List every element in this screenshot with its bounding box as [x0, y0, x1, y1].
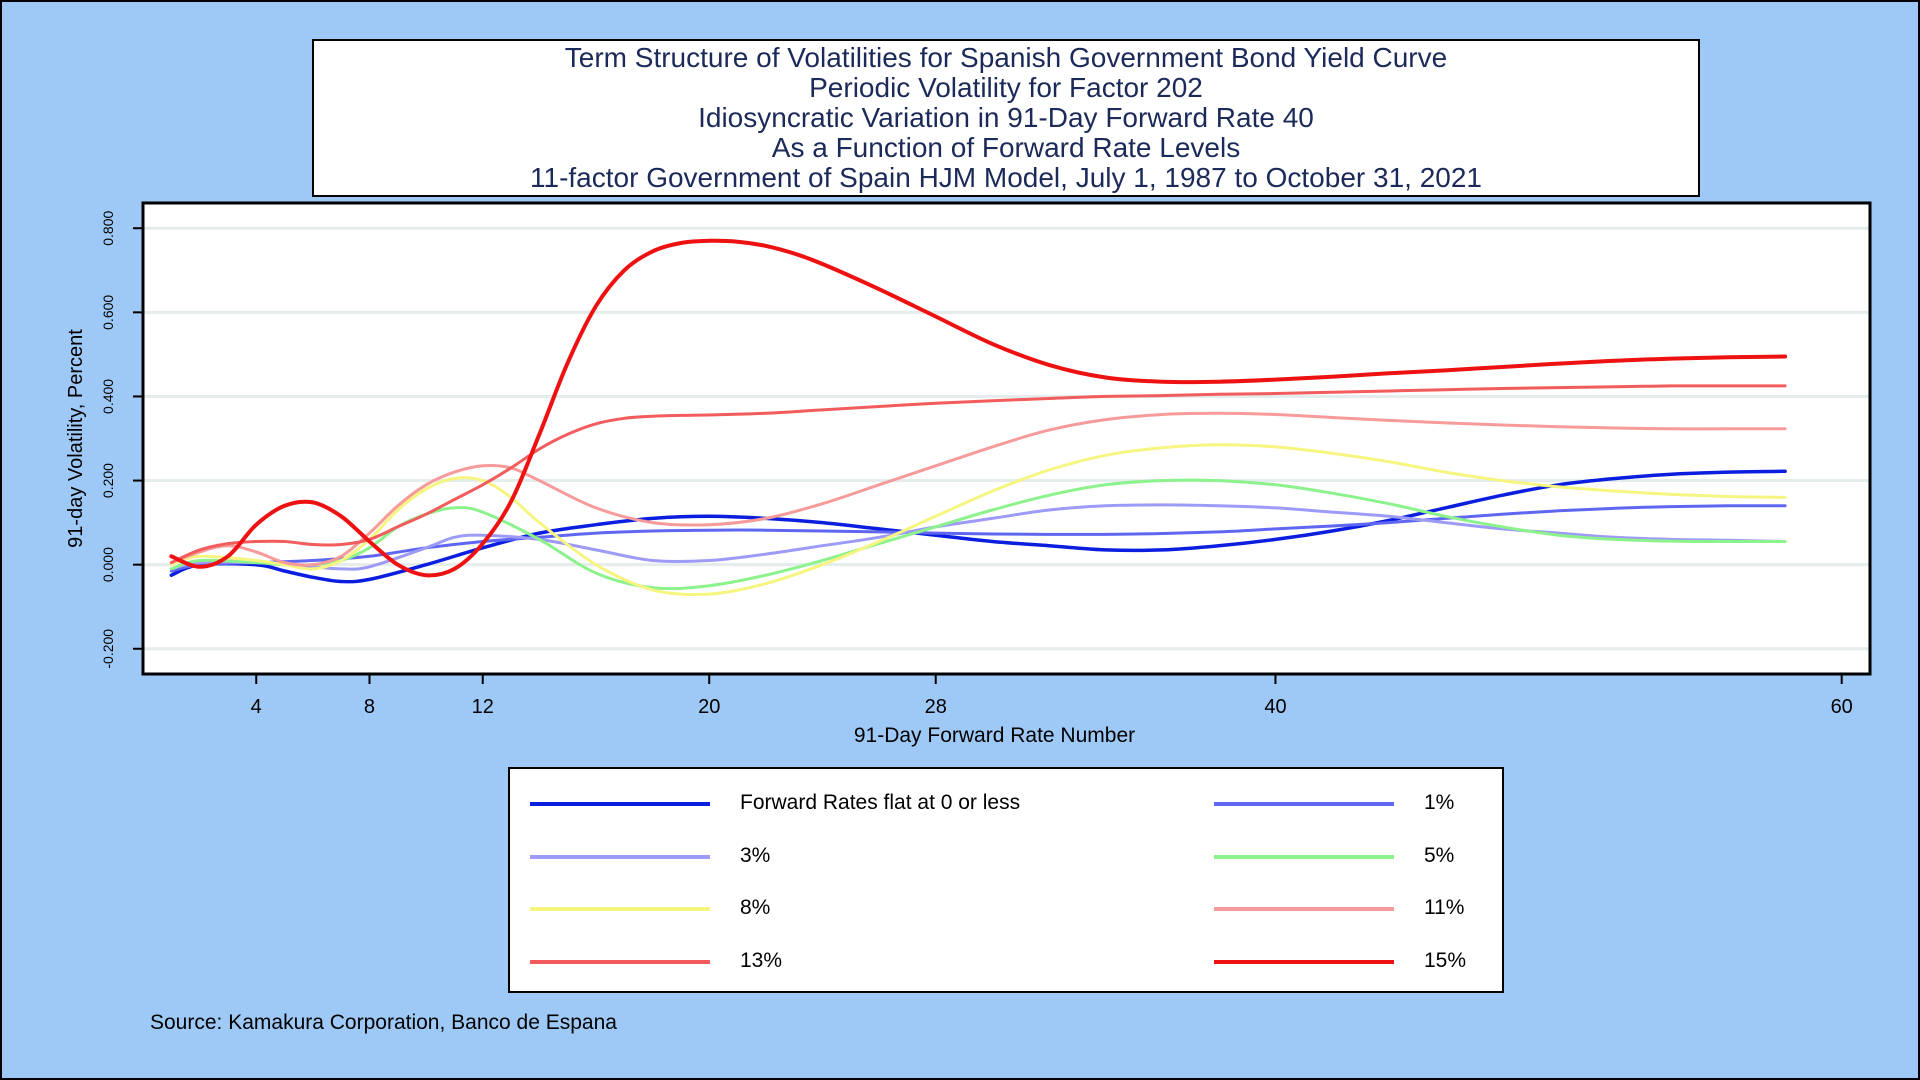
- series-line-4: [169, 443, 1787, 597]
- legend-label-3: 5%: [1424, 843, 1455, 867]
- series-line-3: [169, 478, 1787, 591]
- source-note: Source: Kamakura Corporation, Banco de E…: [150, 1011, 617, 1034]
- legend-swatch-1: [1214, 802, 1394, 806]
- x-tick-label-0: 4: [251, 696, 262, 718]
- legend-label-2: 3%: [740, 843, 771, 867]
- x-tick-label-2: 12: [472, 696, 494, 718]
- x-tick-label-5: 40: [1264, 696, 1286, 718]
- plot-border: [141, 201, 1872, 676]
- series-line-2: [169, 503, 1787, 571]
- legend-label-4: 8%: [740, 896, 771, 919]
- axes: 4 8 12 20 28 40 60 -0.200 0.000 0.200 0.400 0.600 0.…: [100, 211, 1853, 718]
- legend-swatch-4: [530, 907, 710, 911]
- chart-title-box: Term Structure of Volatilities for Spani…: [312, 39, 1700, 197]
- series-line-7: [169, 238, 1788, 578]
- legend-label-6: 13%: [740, 948, 783, 972]
- y-tick-label-0: -0.200: [100, 629, 116, 669]
- title-line-5: 11-factor Government of Spain HJM Model,…: [530, 162, 1482, 193]
- legend: Forward Rates flat at 0 or less 1% 3% 5% 8% 1…: [508, 767, 1504, 993]
- title-line-3: Idiosyncratic Variation in 91-Day Forwar…: [698, 102, 1314, 133]
- legend-swatch-2: [530, 854, 710, 859]
- x-tick-label-1: 8: [364, 696, 375, 718]
- y-axis-title: 91-day Volatility, Percent: [65, 329, 87, 548]
- legend-swatch-3: [1214, 854, 1394, 859]
- series-lines: [169, 238, 1788, 597]
- legend-label-0: Forward Rates flat at 0 or less: [740, 791, 1021, 814]
- series-line-5: [169, 411, 1787, 567]
- legend-label-5: 11%: [1424, 896, 1465, 919]
- y-tick-label-1: 0.000: [100, 547, 116, 582]
- series-line-6: [169, 384, 1787, 565]
- x-tick-label-3: 20: [698, 696, 720, 718]
- legend-label-1: 1%: [1424, 791, 1455, 814]
- x-tick-label-6: 60: [1831, 696, 1853, 718]
- y-tick-label-5: 0.800: [100, 211, 116, 246]
- x-tick-label-4: 28: [925, 696, 947, 718]
- title-line-4: As a Function of Forward Rate Levels: [771, 132, 1241, 163]
- legend-swatch-5: [1214, 907, 1394, 911]
- plot-area: [143, 203, 1870, 674]
- y-tick-label-3: 0.400: [100, 379, 116, 414]
- title-line-1: Term Structure of Volatilities for Spani…: [564, 42, 1448, 73]
- legend-swatch-7: [1214, 959, 1394, 964]
- legend-label-7: 15%: [1424, 948, 1467, 972]
- x-axis-title: 91-Day Forward Rate Number: [854, 724, 1135, 747]
- title-line-2: Periodic Volatility for Factor 202: [809, 72, 1203, 103]
- y-tick-label-2: 0.200: [100, 463, 116, 498]
- legend-swatch-6: [530, 959, 710, 964]
- y-tick-label-4: 0.600: [100, 295, 116, 330]
- legend-swatch-0: [530, 802, 710, 806]
